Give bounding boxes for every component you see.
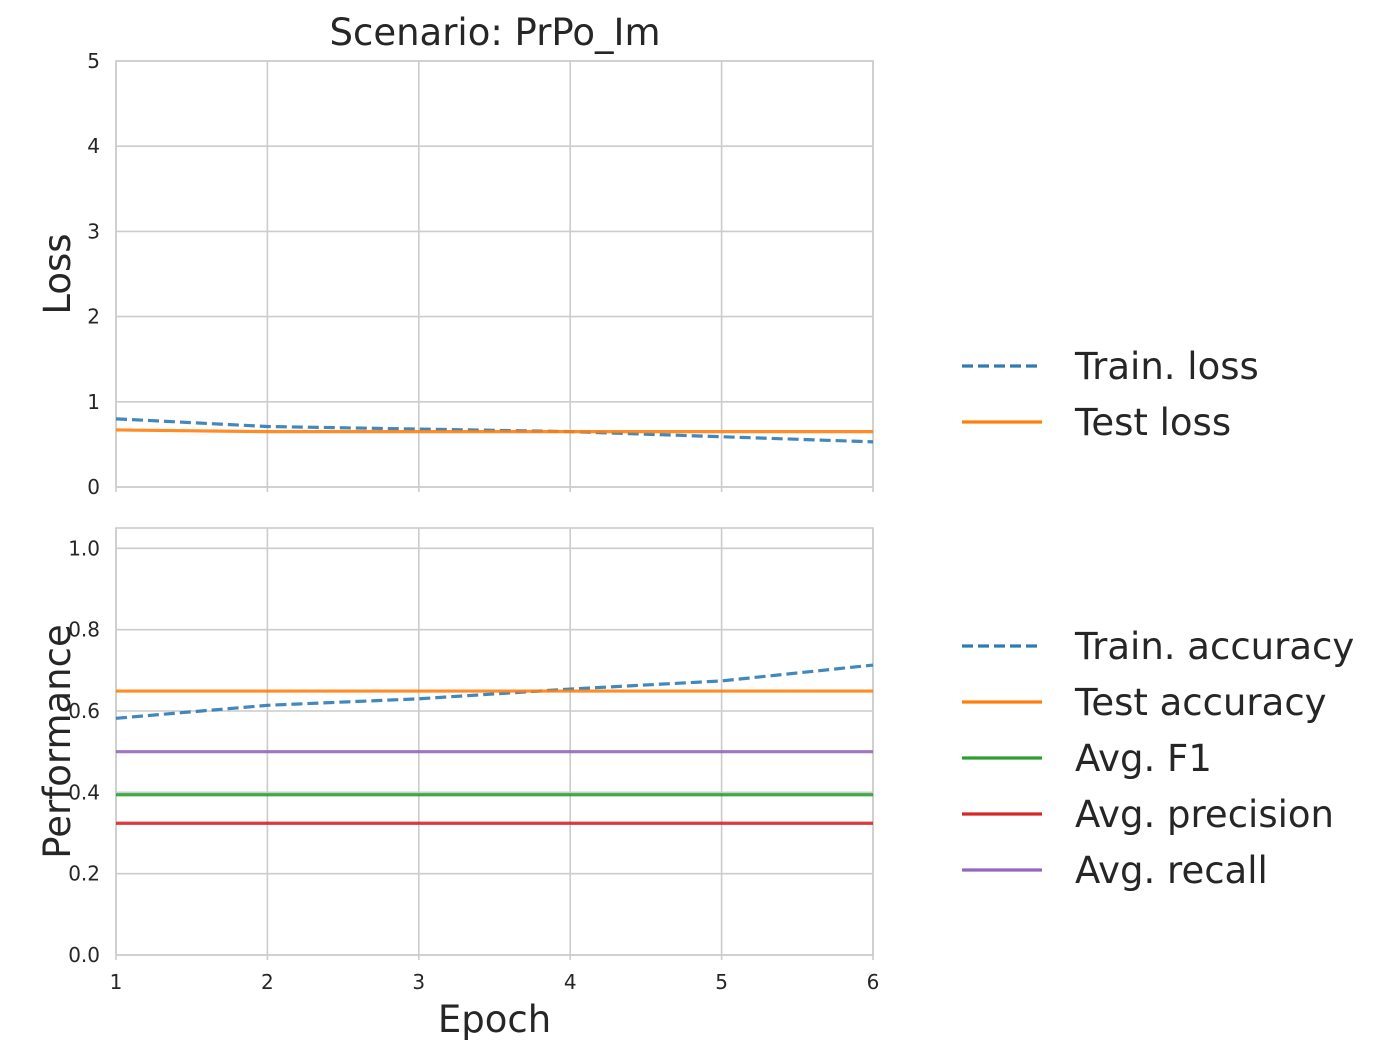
y-tick-label: 2 <box>87 305 100 329</box>
loss-legend: Train. loss Test loss <box>962 345 1259 444</box>
x-tick-label: 6 <box>867 970 880 994</box>
x-tick-label: 3 <box>412 970 425 994</box>
x-axis-label: Epoch <box>438 998 551 1041</box>
chart-title: Scenario: PrPo_Im <box>329 11 660 54</box>
legend-label: Avg. F1 <box>1075 737 1212 780</box>
series-line-train-accuracy <box>115 663 874 720</box>
legend-label: Avg. precision <box>1075 793 1334 836</box>
y-axis-label: Loss <box>36 233 79 314</box>
legend-label: Test loss <box>1074 401 1231 444</box>
y-tick-label: 3 <box>87 219 100 243</box>
x-tick-label: 1 <box>110 970 123 994</box>
y-tick-label: 0.2 <box>68 862 100 886</box>
series-line-test-loss <box>115 428 873 434</box>
y-axis-label: Performance <box>36 624 79 858</box>
loss-panel: 0 1 2 3 4 5 Loss <box>36 49 874 499</box>
y-tick-label: 0.8 <box>68 618 100 642</box>
performance-legend: Train. accuracy Test accuracy Avg. F1 Avg. … <box>962 625 1354 892</box>
y-tick-label: 0.6 <box>68 699 100 723</box>
y-tick-label: 1 <box>87 390 100 414</box>
y-tick-label: 5 <box>87 49 100 73</box>
x-tick-label: 2 <box>261 970 274 994</box>
x-tick-label: 5 <box>715 970 728 994</box>
plot-frame <box>115 527 874 956</box>
y-tick-label: 0 <box>87 475 100 499</box>
plot-frame <box>115 60 874 488</box>
legend-label: Test accuracy <box>1074 681 1327 724</box>
y-tick-label: 1.0 <box>68 536 100 560</box>
legend-label: Train. accuracy <box>1074 625 1354 668</box>
performance-panel: 0.0 0.2 0.4 0.6 0.8 1.0 1 2 3 4 5 6 Performance Epoch <box>36 527 880 1041</box>
legend-label: Train. loss <box>1074 345 1259 388</box>
y-tick-label: 4 <box>87 134 100 158</box>
y-tick-label: 0.0 <box>68 943 100 967</box>
y-tick-label: 0.4 <box>68 780 100 804</box>
legend-label: Avg. recall <box>1075 849 1268 892</box>
x-tick-label: 4 <box>564 970 577 994</box>
